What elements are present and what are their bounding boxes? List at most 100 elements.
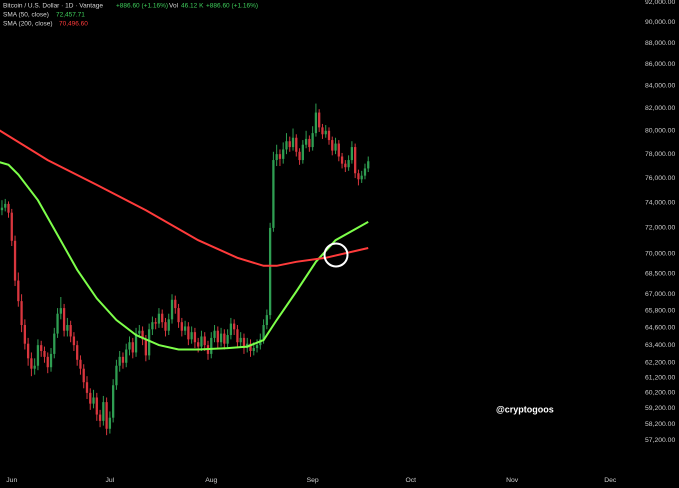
candle-body bbox=[331, 140, 334, 151]
legend-value: 72,457.71 bbox=[56, 12, 85, 19]
candle-body bbox=[121, 356, 125, 363]
candle-body bbox=[26, 343, 30, 359]
candle-body bbox=[17, 280, 20, 302]
y-tick-label: 88,000.00 bbox=[645, 40, 675, 47]
candle-body bbox=[363, 168, 367, 176]
candle-body bbox=[357, 173, 360, 180]
candle-body bbox=[223, 333, 226, 344]
candle-body bbox=[141, 330, 144, 340]
candle-body bbox=[144, 339, 148, 356]
y-tick-label: 64,600.00 bbox=[645, 325, 675, 332]
candle-body bbox=[92, 397, 95, 404]
candle-body bbox=[233, 323, 236, 330]
volume-change: +886.60 (+1.16%) bbox=[206, 3, 258, 10]
candle-body bbox=[295, 137, 298, 152]
candle-body bbox=[49, 353, 53, 368]
legend: Bitcoin / U.S. Dollar · 1D · Vantage +88… bbox=[3, 3, 258, 28]
candle-body bbox=[79, 359, 82, 369]
y-tick-label: 92,000.00 bbox=[645, 0, 675, 6]
y-tick-label: 57,200.00 bbox=[645, 437, 675, 444]
volume: 46.12 K bbox=[181, 3, 204, 10]
candle-body bbox=[72, 336, 76, 346]
y-tick-label: 82,000.00 bbox=[645, 105, 675, 112]
candle-body bbox=[301, 144, 304, 161]
candle-body bbox=[0, 207, 4, 211]
candle-body bbox=[200, 336, 203, 347]
candle-body bbox=[66, 325, 69, 331]
candle-body bbox=[128, 342, 131, 350]
candle-body bbox=[236, 329, 239, 343]
y-tick-label: 72,000.00 bbox=[645, 225, 675, 232]
candle-body bbox=[285, 141, 288, 150]
candle-body bbox=[112, 385, 115, 418]
x-tick-label: Nov bbox=[506, 477, 519, 484]
candle-body bbox=[360, 175, 363, 180]
candle-body bbox=[265, 315, 269, 326]
candle-body bbox=[354, 147, 357, 174]
candle-body bbox=[164, 322, 167, 331]
symbol: Bitcoin / U.S. Dollar · 1D · Vantage bbox=[3, 3, 103, 10]
x-tick-label: Sep bbox=[307, 477, 319, 484]
candle-body bbox=[177, 308, 180, 323]
y-tick-label: 74,000.00 bbox=[645, 199, 675, 206]
candle-body bbox=[180, 322, 183, 331]
candle-body bbox=[125, 349, 128, 363]
candle-body bbox=[36, 345, 40, 366]
candle-body bbox=[268, 227, 272, 316]
candle-body bbox=[367, 161, 370, 169]
candle-body bbox=[102, 402, 105, 421]
candle-body bbox=[275, 154, 278, 161]
candle-body bbox=[174, 299, 177, 309]
candle-body bbox=[282, 149, 285, 159]
candle-body bbox=[262, 325, 265, 340]
y-tick-label: 61,200.00 bbox=[645, 374, 675, 381]
candle-body bbox=[69, 325, 72, 337]
candle-body bbox=[13, 240, 17, 281]
candle-body bbox=[138, 330, 141, 334]
candle-body bbox=[216, 330, 219, 343]
candle-body bbox=[288, 141, 291, 148]
candle-body bbox=[219, 333, 223, 343]
y-tick-label: 60,200.00 bbox=[645, 390, 675, 397]
candle-body bbox=[187, 326, 190, 340]
candle-body bbox=[7, 203, 10, 213]
candle-body bbox=[151, 322, 154, 330]
candle-body bbox=[334, 143, 337, 151]
x-tick-label: Oct bbox=[405, 477, 416, 484]
x-tick-label: Jul bbox=[106, 477, 115, 484]
candle-body bbox=[115, 365, 118, 386]
candle-body bbox=[347, 160, 350, 168]
candle-body bbox=[4, 203, 7, 208]
candle-body bbox=[308, 138, 311, 148]
highlight-circle bbox=[323, 242, 349, 268]
y-tick-label: 59,200.00 bbox=[645, 405, 675, 412]
candle-body bbox=[118, 356, 121, 366]
y-tick-label: 84,000.00 bbox=[645, 83, 675, 90]
y-tick-label: 70,000.00 bbox=[645, 251, 675, 258]
candle-body bbox=[33, 365, 36, 369]
x-tick-label: Dec bbox=[604, 477, 617, 484]
candle-body bbox=[20, 301, 23, 326]
legend-entry: SMA (50, close) bbox=[3, 12, 49, 19]
watermark: @cryptogoos bbox=[496, 404, 554, 414]
candle-body bbox=[157, 313, 161, 324]
candle-body bbox=[131, 342, 134, 353]
candle-body bbox=[108, 417, 112, 429]
candle-body bbox=[337, 143, 340, 157]
legend-value: 70,496.60 bbox=[59, 21, 88, 28]
candle-body bbox=[43, 350, 46, 357]
candle-body bbox=[98, 414, 102, 421]
candle-body bbox=[30, 358, 33, 369]
candle-body bbox=[321, 127, 324, 135]
candle-body bbox=[85, 382, 89, 393]
candle-body bbox=[59, 308, 62, 314]
sma-line bbox=[0, 161, 369, 351]
candle-body bbox=[213, 330, 216, 338]
candle-body bbox=[242, 337, 246, 349]
y-tick-label: 90,000.00 bbox=[645, 19, 675, 26]
candle-body bbox=[350, 147, 354, 161]
candle-body bbox=[311, 133, 314, 148]
candle-body bbox=[304, 138, 308, 145]
